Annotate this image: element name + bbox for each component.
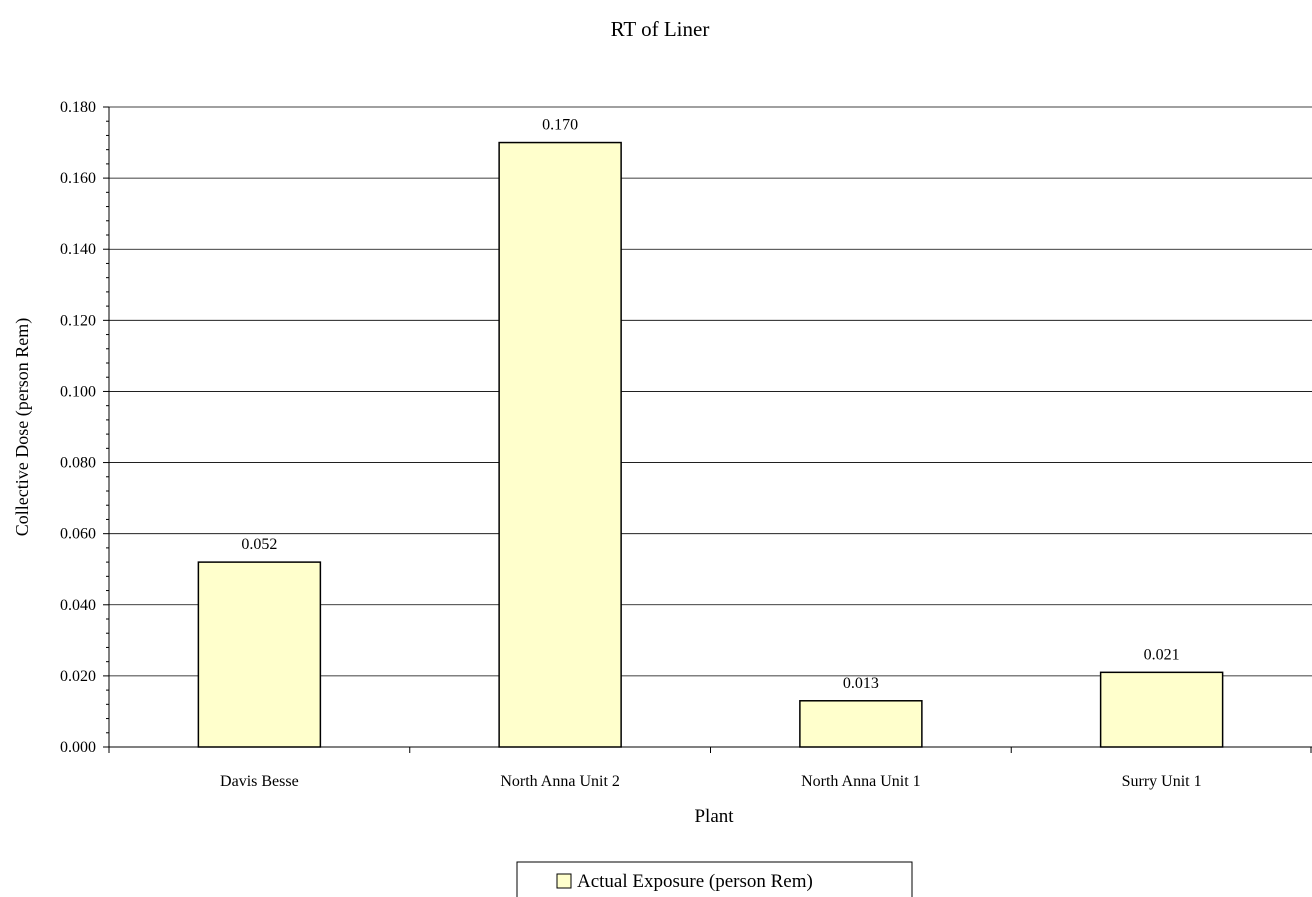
y-tick-label: 0.080 [60,455,96,472]
axes [103,106,1312,753]
x-axis-label: Plant [694,806,734,827]
y-tick-label: 0.040 [60,597,96,614]
data-labels: 0.052 0.170 0.013 0.021 [241,117,1179,692]
y-tick-label: 0.100 [60,383,96,400]
y-tick-label: 0.180 [60,99,96,116]
data-label: 0.052 [241,536,277,553]
legend-swatch [556,873,572,889]
y-tick-labels: 0.000 0.020 0.040 0.060 0.080 0.100 0.120 0.140… [60,99,96,756]
legend-box [516,861,913,897]
bar [799,700,923,748]
bar [197,561,322,748]
x-tick-label: North Anna Unit 2 [500,773,620,790]
x-tick-label: Surry Unit 1 [1122,773,1202,790]
y-tick-label: 0.020 [60,668,96,685]
y-tick-label: 0.120 [60,312,96,329]
x-tick-label: North Anna Unit 1 [801,773,921,790]
y-tick-label: 0.140 [60,241,96,258]
legend-label: Actual Exposure (person Rem) [577,871,813,892]
y-axis-label: Collective Dose (person Rem) [12,318,33,536]
chart-title: RT of Liner [611,17,710,41]
y-tick-label: 0.000 [60,739,96,756]
bars [197,141,1224,748]
bar [1099,671,1224,748]
y-tick-label: 0.060 [60,526,96,543]
data-label: 0.013 [843,675,879,692]
legend: Actual Exposure (person Rem) [516,861,913,897]
y-tick-label: 0.160 [60,170,96,187]
bar [498,141,622,748]
data-label: 0.170 [542,117,578,134]
x-tick-label: Davis Besse [220,773,299,790]
x-tick-labels: Davis Besse North Anna Unit 2 North Anna U… [220,773,1202,790]
data-label: 0.021 [1144,646,1180,663]
